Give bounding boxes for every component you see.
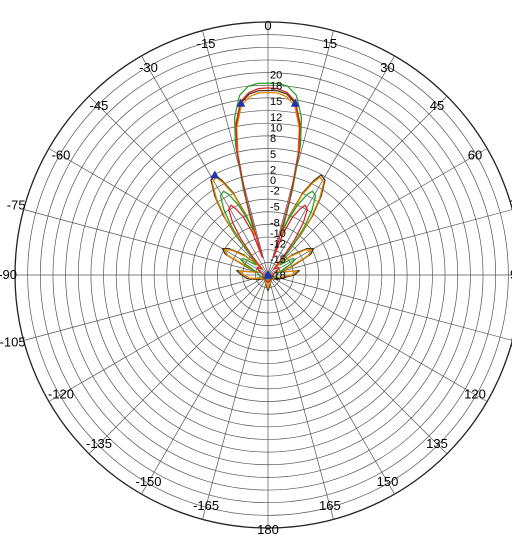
grid-spoke [23,274,269,341]
radial-tick-label: 20 [270,70,282,82]
angle-tick-label: -120 [48,387,74,402]
radial-tick-label: -8 [270,217,280,229]
grid-spoke [267,274,334,520]
series-marker [210,170,220,179]
grid-spoke [202,274,269,520]
series-layer [210,82,326,292]
grid-spoke [267,274,395,495]
angle-tick-label: 75 [510,198,512,213]
radial-tick-label: 2 [270,165,276,177]
radial-tick-label: 8 [270,133,276,145]
radial-tick-label: -2 [270,186,280,198]
series-line-3 [219,82,317,281]
series-marker [236,98,246,107]
radial-tick-label: 18 [270,80,282,92]
radial-tick-label: 5 [270,149,276,161]
angle-tick-label: 0 [264,18,271,33]
angle-tick-label: 165 [319,498,341,513]
grid-spoke [88,274,269,455]
radial-tick-label: -18 [270,270,286,282]
series-line-1 [210,89,326,292]
radial-tick-label: -12 [270,238,286,250]
grid-spoke [48,148,269,276]
grid-spokes [15,22,512,528]
series-marker [263,270,273,279]
angle-tick-label: 60 [468,148,482,163]
angle-tick-label: -30 [139,60,158,75]
grid-spoke [267,274,488,402]
grid-spoke [23,209,269,276]
marker-layer [210,98,300,279]
angle-tick-label: -45 [90,98,109,113]
angle-tick-label: 9 [510,267,512,282]
grid-spoke [267,55,395,276]
grid-spoke [267,274,448,455]
grid-spoke [141,274,269,495]
angle-tick-label: 135 [426,436,448,451]
angle-tick-label: 10 [510,335,512,350]
grid-spoke [267,30,334,276]
radial-tick-label: 10 [270,122,282,134]
radial-tick-label: -10 [270,228,286,240]
grid-spoke [267,95,448,276]
series-line-2 [211,91,325,289]
radial-tick-label: 12 [270,112,282,124]
angle-tick-label: 120 [464,387,486,402]
angle-tick-label: 45 [430,98,444,113]
angle-tick-label: -105 [0,335,26,350]
radial-tick-label: 0 [270,175,276,187]
angle-tick-label: -60 [52,148,71,163]
grid-spoke [267,274,512,341]
grid-spoke [267,148,488,276]
angle-tick-labels: 01530456075910120135150165180-165-150-13… [0,18,512,537]
grid-spoke [202,30,269,276]
grid-spoke [141,55,269,276]
radial-tick-label: -15 [270,254,286,266]
grid-spoke [88,95,269,276]
series-line-4 [227,87,309,284]
series-marker [290,98,300,107]
angle-tick-label: 15 [323,36,337,51]
angle-tick-label: 30 [380,60,394,75]
angle-tick-label: -75 [7,198,26,213]
angle-tick-label: 180 [257,522,279,537]
angle-tick-label: -150 [135,474,161,489]
angle-tick-label: -15 [197,36,216,51]
radial-tick-label: 15 [270,96,282,108]
grid-spoke [267,209,512,276]
angle-tick-label: -90 [0,267,17,282]
angle-tick-label: -135 [86,436,112,451]
angle-tick-label: 150 [377,474,399,489]
radial-tick-label: -5 [270,202,280,214]
angle-tick-label: -165 [193,498,219,513]
grid-spoke [48,274,269,402]
